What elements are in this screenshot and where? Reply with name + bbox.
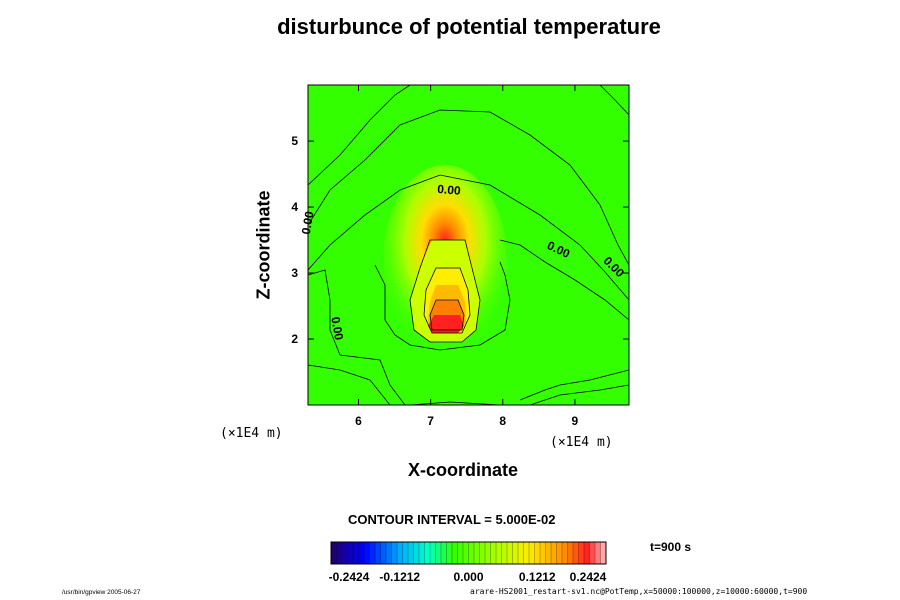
time-label: t=900 s	[650, 540, 692, 554]
colorbar-bin	[385, 541, 392, 565]
anomaly-layer-red	[428, 315, 464, 333]
colorbar-tick-label: 0.000	[453, 570, 483, 584]
colorbar-bin	[457, 541, 464, 565]
colorbar-bin	[490, 541, 497, 565]
contour-label: 0.00	[437, 182, 462, 198]
colorbar-bin	[556, 541, 563, 565]
y-axis-unit: (×1E4 m)	[220, 426, 283, 441]
colorbar-bin	[363, 541, 370, 565]
colorbar-bin	[479, 541, 486, 565]
colorbar-tick-label: 0.2424	[570, 570, 607, 584]
colorbar-bin	[407, 541, 414, 565]
footer-left-text: /usr/bin/gpview 2005-06-27	[62, 589, 141, 596]
colorbar-bin	[583, 541, 590, 565]
contour-line	[519, 369, 629, 401]
y-tick-label: 4	[291, 200, 298, 214]
y-tick-label: 5	[291, 134, 298, 148]
y-tick-label: 2	[291, 332, 298, 346]
colorbar-bin	[572, 541, 579, 565]
colorbar-bin	[429, 541, 436, 565]
colorbar-bin	[528, 541, 535, 565]
contour-line	[429, 299, 465, 331]
y-axis-label: Z-coordinate	[253, 190, 274, 300]
x-tick-label: 7	[427, 414, 434, 428]
colorbar-bin	[413, 541, 420, 565]
colorbar-bin	[589, 541, 596, 565]
contour-line	[599, 85, 629, 116]
x-tick-label: 8	[499, 414, 506, 428]
colorbar-bin	[495, 541, 502, 565]
contour-line	[308, 269, 406, 405]
x-axis-unit: (×1E4 m)	[550, 435, 613, 450]
contour-line	[529, 384, 629, 405]
colorbar-tick-label: -0.1212	[379, 570, 420, 584]
colorbar-bin	[391, 541, 398, 565]
colorbar-bin	[451, 541, 458, 565]
colorbar-bin	[523, 541, 530, 565]
contour-label: 0.00	[299, 210, 317, 236]
contour-labels: 0.000.000.000.000.00	[299, 182, 627, 342]
contour-line	[308, 85, 411, 186]
colorbar-tick-label: -0.2424	[329, 570, 370, 584]
colorbar-bin	[352, 541, 359, 565]
colorbar-bin	[550, 541, 557, 565]
contour-line	[308, 364, 391, 405]
colorbar-ticks: -0.2424 -0.1212 0.000 0.1212 0.2424	[329, 570, 607, 584]
colorbar-bin	[380, 541, 387, 565]
contour-label: 0.00	[328, 316, 346, 342]
y-axis-ticks: 2 3 4 5	[291, 134, 629, 346]
chart-title: disturbunce of potential temperature	[277, 14, 661, 39]
colorbar-bin	[347, 541, 354, 565]
colorbar-bin	[341, 541, 348, 565]
colorbar-bin	[561, 541, 568, 565]
colorbar-bin	[600, 541, 607, 565]
colorbar-bin	[374, 541, 381, 565]
contour-line	[308, 174, 629, 301]
contour-line	[409, 239, 481, 343]
colorbar-bin	[506, 541, 513, 565]
colorbar-bin	[484, 541, 491, 565]
colorbar-bin	[462, 541, 469, 565]
x-axis-ticks: 6 7 8 9	[355, 85, 579, 428]
colorbar-bin	[402, 541, 409, 565]
colorbar-bin	[369, 541, 376, 565]
colorbar-bin	[330, 541, 337, 565]
colorbar-bin	[501, 541, 508, 565]
colorbar-bin	[578, 541, 585, 565]
colorbar-bin	[396, 541, 403, 565]
colorbar-bin	[446, 541, 453, 565]
contour-line	[499, 239, 629, 321]
colorbar-bin	[594, 541, 601, 565]
colorbar-bin	[440, 541, 447, 565]
colorbar-bin	[539, 541, 546, 565]
contour-line	[409, 401, 501, 405]
contour-line	[308, 109, 629, 266]
colorbar-bin	[418, 541, 425, 565]
colorbar-bin	[545, 541, 552, 565]
colorbar-frame	[330, 541, 607, 565]
colorbar-bin	[517, 541, 524, 565]
footer-right-text: arare-HS2001_restart-sv1.nc@PotTemp,x=50…	[470, 587, 808, 596]
contour-line	[423, 267, 471, 334]
colorbar-tick-label: 0.1212	[519, 570, 556, 584]
colorbar-bin	[424, 541, 431, 565]
colorbar-bin	[512, 541, 519, 565]
x-tick-label: 6	[355, 414, 362, 428]
contour-line	[374, 261, 511, 351]
colorbar-bin	[534, 541, 541, 565]
contour-lines	[308, 85, 629, 405]
colorbar-bin	[473, 541, 480, 565]
x-axis-label: X-coordinate	[408, 460, 519, 480]
colorbar-bin	[336, 541, 343, 565]
colorbar-bin	[358, 541, 365, 565]
y-tick-label: 3	[291, 266, 298, 280]
x-tick-label: 9	[572, 414, 579, 428]
colorbar-bin	[435, 541, 442, 565]
colorbar	[330, 541, 607, 565]
colorbar-bin	[567, 541, 574, 565]
contour-interval-label: CONTOUR INTERVAL = 5.000E-02	[348, 512, 556, 527]
colorbar-bin	[468, 541, 475, 565]
